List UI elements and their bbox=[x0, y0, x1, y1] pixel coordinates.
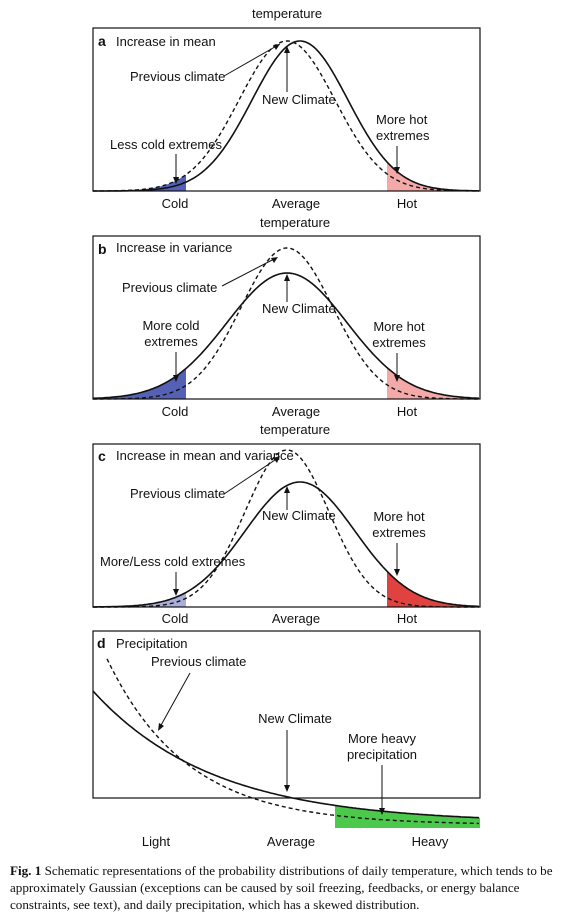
caption-text: Schematic representations of the probabi… bbox=[10, 863, 553, 912]
previous-climate-label: Previous climate bbox=[130, 486, 225, 501]
x-tick-average: Average bbox=[272, 611, 320, 626]
previous-climate-curve bbox=[106, 658, 479, 825]
x-tick-light: Light bbox=[142, 834, 171, 849]
panel-letter: b bbox=[98, 241, 107, 257]
cold-extremes-label: More/Less cold extremes bbox=[100, 554, 246, 569]
x-tick-heavy: Heavy bbox=[412, 834, 449, 849]
cold-extremes-shading bbox=[93, 174, 186, 191]
new-climate-curve bbox=[92, 690, 480, 819]
heavy-precipitation-label-line2: precipitation bbox=[347, 747, 417, 762]
top-axis-label: temperature bbox=[252, 6, 322, 21]
new-climate-label: New Climate bbox=[258, 711, 332, 726]
arrowhead bbox=[394, 375, 400, 382]
arrowhead bbox=[284, 274, 290, 281]
previous-climate-label: Previous climate bbox=[122, 280, 217, 295]
heavy-precipitation-label-line1: More heavy bbox=[348, 731, 416, 746]
x-tick-hot: Hot bbox=[397, 196, 418, 211]
hot-extremes-label-line1: More hot bbox=[373, 319, 425, 334]
figure: temperature a Increase in mean Previous … bbox=[92, 6, 481, 849]
axis-label-below: temperature bbox=[260, 215, 330, 230]
arrowhead bbox=[173, 177, 179, 184]
hot-extremes-label-line1: More hot bbox=[373, 509, 425, 524]
new-climate-curve bbox=[93, 481, 480, 608]
x-tick-average: Average bbox=[272, 196, 320, 211]
arrowhead bbox=[284, 486, 290, 493]
panel-c: c Increase in mean and variance Previous… bbox=[92, 443, 481, 626]
arrowhead bbox=[158, 723, 164, 731]
axis-label-below: temperature bbox=[260, 422, 330, 437]
new-climate-label: New Climate bbox=[262, 92, 336, 107]
panel-letter: c bbox=[98, 448, 106, 464]
hot-extremes-shading bbox=[387, 162, 480, 191]
panel-frame bbox=[92, 630, 481, 799]
previous-climate-label: Previous climate bbox=[130, 69, 225, 84]
panel-frame bbox=[92, 235, 481, 400]
previous-climate-arrow bbox=[159, 672, 191, 728]
arrowhead bbox=[271, 257, 278, 263]
cold-extremes-label: Less cold extremes bbox=[110, 137, 222, 152]
panel-a: a Increase in mean Previous climate New … bbox=[92, 27, 481, 230]
panel-b: b Increase in variance Previous climate … bbox=[92, 235, 481, 437]
figure-caption: Fig. 1 Schematic representations of the … bbox=[10, 862, 570, 913]
hot-extremes-label-line2: extremes bbox=[376, 128, 430, 143]
panel-title: Precipitation bbox=[116, 636, 188, 651]
panel-title: Increase in variance bbox=[116, 240, 232, 255]
previous-climate-arrow bbox=[221, 257, 277, 287]
arrowhead bbox=[173, 375, 179, 382]
panel-letter: a bbox=[98, 33, 106, 49]
x-tick-average: Average bbox=[267, 834, 315, 849]
arrowhead bbox=[273, 456, 280, 463]
hot-extremes-label-line1: More hot bbox=[376, 112, 428, 127]
x-tick-cold: Cold bbox=[162, 196, 189, 211]
panel-title: Increase in mean and variance bbox=[116, 448, 294, 463]
panel-d: d Precipitation Previous climate New Cli… bbox=[92, 630, 481, 849]
panel-frame bbox=[92, 443, 481, 608]
hot-extremes-shading bbox=[387, 367, 480, 399]
x-tick-cold: Cold bbox=[162, 611, 189, 626]
x-tick-cold: Cold bbox=[162, 404, 189, 419]
arrowhead bbox=[394, 569, 400, 576]
arrowhead bbox=[273, 44, 280, 50]
hot-extremes-shading bbox=[387, 571, 480, 607]
cold-extremes-shading bbox=[93, 368, 186, 399]
panel-title: Increase in mean bbox=[116, 34, 216, 49]
new-climate-label: New Climate bbox=[262, 301, 336, 316]
cold-extremes-label-line1: More cold bbox=[142, 318, 199, 333]
caption-label: Fig. 1 bbox=[10, 863, 42, 878]
cold-extremes-label-line2: extremes bbox=[144, 334, 198, 349]
previous-climate-curve bbox=[93, 449, 479, 608]
hot-extremes-label-line2: extremes bbox=[372, 335, 426, 350]
arrowhead bbox=[284, 46, 290, 53]
new-climate-curve bbox=[92, 272, 479, 400]
arrowhead bbox=[379, 808, 385, 815]
hot-extremes-label-line2: extremes bbox=[372, 525, 426, 540]
x-tick-average: Average bbox=[272, 404, 320, 419]
arrowhead bbox=[394, 167, 400, 174]
new-climate-curve bbox=[93, 40, 480, 192]
panel-letter: d bbox=[97, 635, 106, 651]
new-climate-label: New Climate bbox=[262, 508, 336, 523]
arrowhead bbox=[173, 589, 179, 596]
previous-climate-label: Previous climate bbox=[151, 654, 246, 669]
previous-climate-arrow bbox=[223, 457, 279, 495]
previous-climate-curve bbox=[93, 247, 479, 400]
previous-climate-curve bbox=[92, 40, 479, 192]
arrowhead bbox=[284, 785, 290, 792]
cold-extremes-shading bbox=[93, 592, 186, 607]
x-tick-hot: Hot bbox=[397, 611, 418, 626]
panel-frame bbox=[92, 27, 481, 192]
previous-climate-arrow bbox=[223, 43, 281, 77]
x-tick-hot: Hot bbox=[397, 404, 418, 419]
